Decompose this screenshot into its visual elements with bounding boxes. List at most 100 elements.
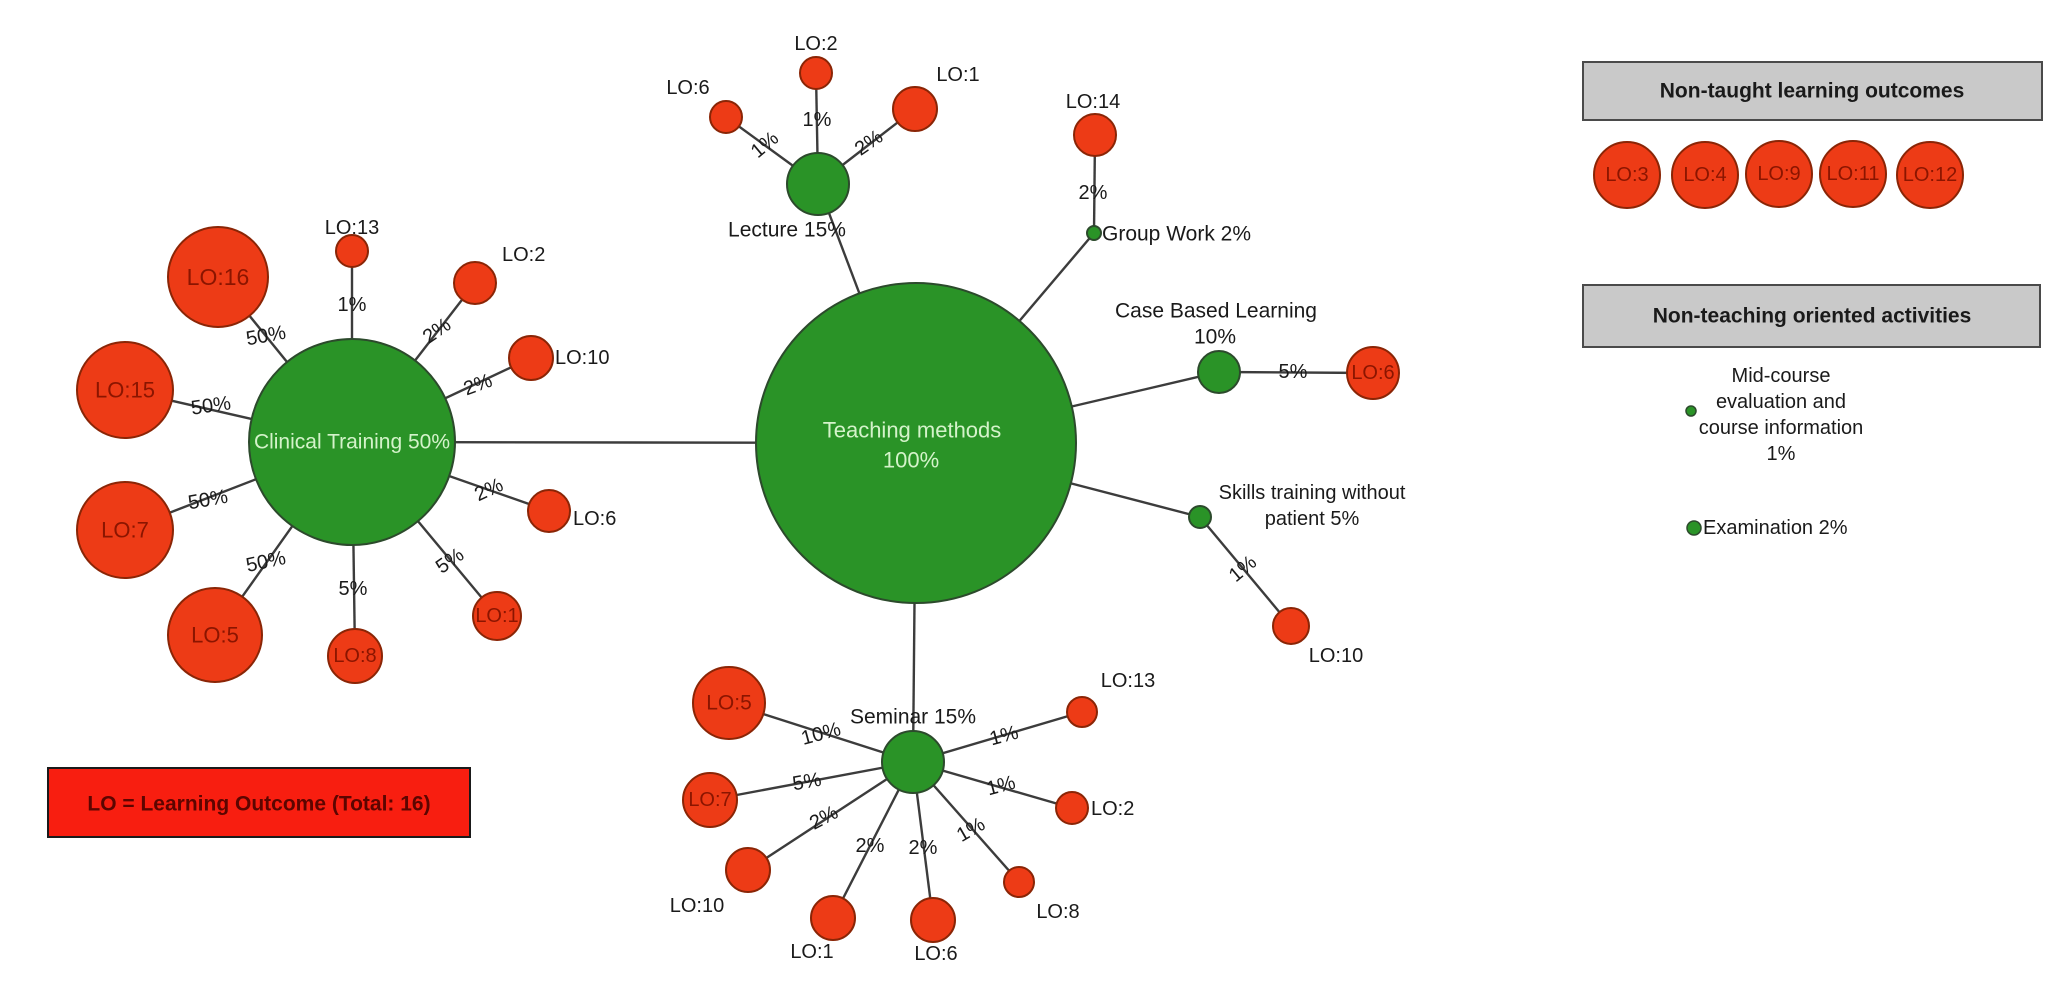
lo-circle	[810, 895, 856, 941]
examination-label: Examination 2%	[1703, 517, 1848, 539]
lo-label: LO:16	[187, 264, 250, 290]
lo-circle	[725, 847, 771, 893]
edge-percent-label: 2%	[856, 835, 885, 857]
lo-circle	[910, 897, 956, 943]
lo-label: LO:1	[475, 605, 518, 627]
hub-label-teaching-methods: 100%	[883, 448, 939, 473]
edge-percent-label: 5%	[339, 578, 368, 600]
lo-label: LO:13	[325, 217, 379, 239]
lo-circle	[892, 86, 938, 132]
edge-percent-label: 1%	[803, 109, 832, 131]
lo-circle	[76, 341, 174, 439]
mid-course-label-line: course information	[1699, 417, 1864, 439]
edge-percent-label: 2%	[1079, 182, 1108, 204]
hub-circle-teaching-methods	[755, 282, 1077, 604]
lo-label: LO:5	[191, 623, 239, 648]
lo-circle	[1055, 791, 1089, 825]
lo-circle	[527, 489, 571, 533]
lo-circle	[167, 587, 263, 683]
hub-circle-case-based-learning	[1197, 350, 1241, 394]
hub-label-clinical-training: Clinical Training 50%	[254, 431, 450, 454]
lo-label: LO:6	[1351, 362, 1394, 384]
lo-note-box	[47, 767, 471, 838]
legend-lo-label: LO:4	[1683, 164, 1726, 186]
lo-label: LO:7	[101, 518, 149, 543]
lo-circle	[709, 100, 743, 134]
lo-circle	[1272, 607, 1310, 645]
lo-circle	[682, 772, 738, 828]
lo-label: LO:6	[666, 77, 709, 99]
mid-course-label-line: Mid-course	[1732, 365, 1831, 387]
lo-circle	[76, 481, 174, 579]
edge-percent-label: 2%	[909, 837, 938, 859]
lo-circle	[799, 56, 833, 90]
hub-label-group-work: Group Work 2%	[1102, 223, 1251, 246]
hub-label-lecture: Lecture 15%	[728, 219, 846, 242]
lo-circle	[1346, 346, 1400, 400]
lo-label: LO:6	[573, 508, 616, 530]
lo-circle	[692, 666, 766, 740]
lo-label: LO:8	[1036, 901, 1079, 923]
lo-circle	[453, 261, 497, 305]
lo-label: LO:13	[1101, 670, 1155, 692]
hub-label-skills-training-without-patient: patient 5%	[1265, 508, 1360, 530]
edge-seminar-to-lo	[709, 760, 914, 802]
edge-seminar-to-lo	[747, 760, 914, 872]
lo-label: LO:10	[1309, 645, 1363, 667]
hub-circle-seminar	[881, 730, 945, 794]
edge-percent-label: 5%	[1279, 361, 1308, 383]
legend-lo-label: LO:12	[1903, 164, 1957, 186]
edge-percent-label: 1%	[338, 294, 367, 316]
edge-skills-training-without-patient-to-lo	[1199, 516, 1292, 627]
mid-course-label-line: 1%	[1767, 443, 1796, 465]
lo-circle	[1073, 113, 1117, 157]
legend-non-teaching-box	[1582, 284, 2041, 348]
lo-label: LO:10	[555, 347, 609, 369]
mid-course-label-line: evaluation and	[1716, 391, 1846, 413]
legend-non-taught-box	[1582, 61, 2043, 121]
legend-lo-label: LO:3	[1605, 164, 1648, 186]
lo-circle	[327, 628, 383, 684]
hub-circle-skills-training-without-patient	[1188, 505, 1212, 529]
lo-circle	[508, 335, 554, 381]
lo-label: LO:1	[790, 941, 833, 963]
lo-label: LO:2	[794, 33, 837, 55]
legend-lo-circle	[1593, 141, 1661, 209]
lo-label: LO:15	[95, 378, 155, 403]
hub-label-teaching-methods: Teaching methods	[823, 418, 1002, 443]
lo-label: LO:1	[936, 64, 979, 86]
lo-circle	[1003, 866, 1035, 898]
examination-dot	[1686, 520, 1702, 536]
hub-label-skills-training-without-patient: Skills training without	[1219, 482, 1406, 504]
lo-label: LO:2	[502, 244, 545, 266]
hub-circle-group-work	[1086, 225, 1102, 241]
hub-label-case-based-learning: Case Based Learning	[1115, 300, 1317, 323]
lo-label: LO:5	[706, 692, 752, 715]
legend-lo-label: LO:9	[1757, 163, 1800, 185]
hub-circle-clinical-training	[248, 338, 456, 546]
lo-circle	[1066, 696, 1098, 728]
legend-lo-circle	[1671, 141, 1739, 209]
hub-circle-lecture	[786, 152, 850, 216]
lo-label: LO:10	[670, 895, 724, 917]
lo-note-text: LO = Learning Outcome (Total: 16)	[87, 793, 430, 816]
lo-label: LO:2	[1091, 798, 1134, 820]
lo-label: LO:6	[914, 943, 957, 965]
edge-percent-label: 5%	[791, 769, 824, 796]
lo-circle	[472, 591, 522, 641]
lo-label: LO:14	[1066, 91, 1120, 113]
lo-circle	[335, 234, 369, 268]
lo-label: LO:7	[688, 789, 731, 811]
lo-label: LO:8	[333, 645, 376, 667]
legend-non-teaching-title: Non-teaching oriented activities	[1653, 305, 1972, 328]
circles-layer	[47, 56, 2043, 943]
hub-label-case-based-learning: 10%	[1194, 326, 1236, 349]
lo-circle	[167, 226, 269, 328]
legend-lo-circle	[1745, 140, 1813, 208]
mid-course-dot	[1685, 405, 1697, 417]
legend-lo-label: LO:11	[1827, 163, 1880, 185]
hub-label-seminar: Seminar 15%	[850, 706, 976, 729]
legend-non-taught-title: Non-taught learning outcomes	[1660, 80, 1965, 103]
